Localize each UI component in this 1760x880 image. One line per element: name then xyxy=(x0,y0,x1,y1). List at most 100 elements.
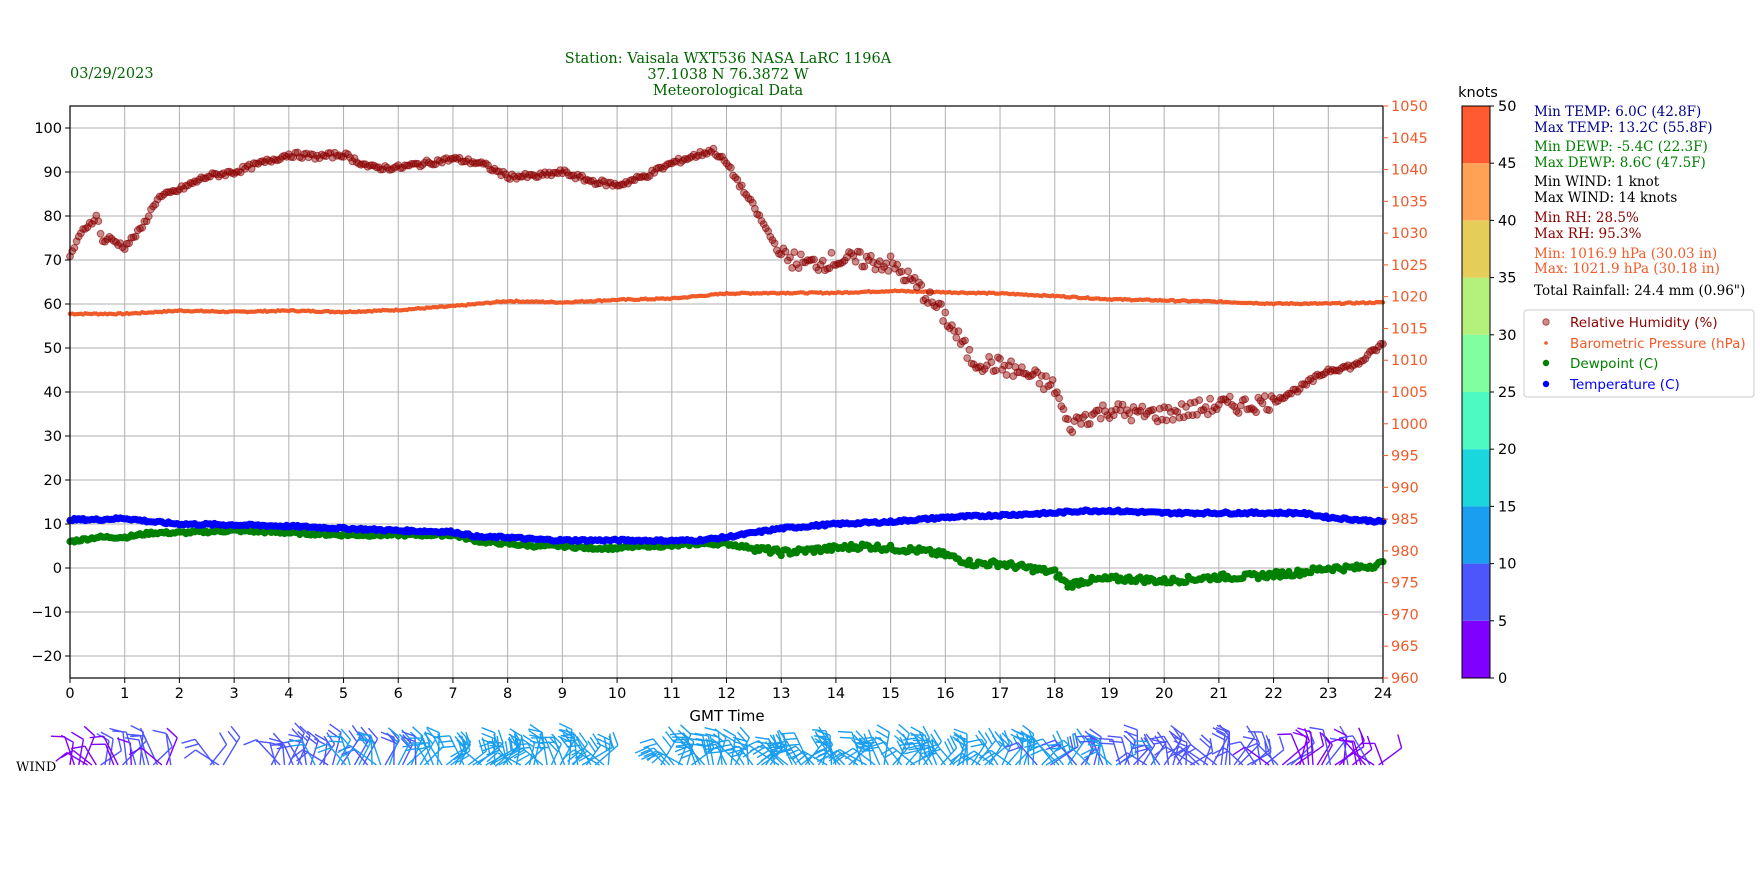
rh-point xyxy=(1055,394,1063,403)
wind-barb xyxy=(722,728,737,766)
x-tick-label: 19 xyxy=(1100,686,1118,702)
rh-point xyxy=(921,294,930,303)
rh-point xyxy=(786,253,794,262)
rh-point xyxy=(941,308,950,317)
y-right-tick-label: 965 xyxy=(1391,639,1419,655)
colorbar-tick-label: 45 xyxy=(1498,156,1516,172)
rh-point xyxy=(737,181,746,190)
stat-max-dewp: Max DEWP: 8.6C (47.5F) xyxy=(1534,155,1706,171)
wind-barb xyxy=(634,746,666,766)
colorbar: 0 5 10 15 20 25 30 35 40 45 50 xyxy=(1461,99,1516,687)
rh-point xyxy=(1265,406,1274,415)
rh-point xyxy=(1118,400,1127,409)
rh-point xyxy=(1234,409,1243,417)
rh-point xyxy=(138,223,147,232)
rh-point xyxy=(952,333,961,342)
rh-point xyxy=(1162,416,1171,425)
chart-title-line1: Station: Vaisala WXT536 NASA LaRC 1196A xyxy=(565,51,892,67)
x-tick-label: 8 xyxy=(503,686,512,702)
x-tick-label: 3 xyxy=(230,686,239,702)
colorbar-segment xyxy=(1462,449,1490,507)
wind-barb xyxy=(1341,751,1375,766)
wind-barb xyxy=(859,736,890,766)
wind-barb xyxy=(828,748,867,766)
y-right-tick-label: 1040 xyxy=(1391,163,1428,179)
wind-barb xyxy=(1339,739,1362,766)
x-tick-label: 17 xyxy=(991,686,1009,702)
rh-point xyxy=(897,267,906,276)
rh-point xyxy=(867,251,875,260)
rh-point xyxy=(816,260,825,269)
rh-point xyxy=(1138,402,1147,411)
chart-title-line2: 37.1038 N 76.3872 W xyxy=(647,67,808,83)
wind-barb xyxy=(669,732,701,766)
axes: 0 1 2 3 4 5 6 7 8 9 10 11 12 13 14 15 16 17 18 19 20 21 22 23 24… xyxy=(31,99,1428,702)
colorbar-segment xyxy=(1462,563,1490,621)
rh-point xyxy=(781,247,790,256)
rh-point xyxy=(827,248,836,257)
legend-label-pressure: Barometric Pressure (hPa) xyxy=(1570,336,1746,352)
wind-barb xyxy=(337,744,377,766)
y-right-tick-label: 1035 xyxy=(1391,194,1428,210)
rh-point xyxy=(733,175,742,184)
rh-point xyxy=(155,192,164,201)
wind-barb xyxy=(305,730,320,766)
wind-barb xyxy=(401,731,417,766)
wind-barb xyxy=(481,727,496,766)
rh-point xyxy=(1361,354,1370,363)
wind-barb xyxy=(902,737,933,766)
colorbar-tick-label: 35 xyxy=(1498,271,1516,287)
rh-point xyxy=(963,354,972,363)
rh-point xyxy=(987,358,996,367)
rh-point xyxy=(140,217,149,226)
wind-barb xyxy=(1360,742,1384,766)
y-left-tick-label: −20 xyxy=(31,649,62,665)
wind-barbs xyxy=(50,722,1403,767)
wind-barb xyxy=(400,734,414,766)
wind-barb xyxy=(60,749,93,766)
y-left-tick-label: 20 xyxy=(44,473,62,489)
stat-rainfall: Total Rainfall: 24.4 mm (0.96") xyxy=(1534,283,1745,299)
plot-area xyxy=(66,144,1387,591)
colorbar-segment xyxy=(1462,392,1490,450)
stat-min-dewp: Min DEWP: -5.4C (22.3F) xyxy=(1534,139,1708,155)
wind-barb xyxy=(409,737,434,766)
wind-barb xyxy=(183,749,220,766)
wind-barb xyxy=(1154,746,1196,766)
rh-point xyxy=(1064,415,1072,424)
colorbar-segment xyxy=(1462,506,1490,564)
wind-barb xyxy=(152,729,172,766)
rh-point xyxy=(92,211,101,220)
y-left-tick-label: 70 xyxy=(44,253,62,269)
x-tick-label: 13 xyxy=(772,686,790,702)
legend-marker-pressure xyxy=(1544,341,1548,345)
rh-point xyxy=(1241,395,1249,404)
rh-point xyxy=(1180,413,1188,422)
rh-point xyxy=(1029,370,1037,379)
wind-barb xyxy=(1297,727,1314,766)
rh-point xyxy=(1081,410,1090,419)
rh-point xyxy=(1195,396,1204,405)
rh-point xyxy=(818,256,827,265)
wind-barb xyxy=(1226,741,1257,766)
rh-point xyxy=(797,250,805,259)
x-tick-label: 21 xyxy=(1210,686,1228,702)
rh-point xyxy=(571,174,580,183)
wind-barb xyxy=(1131,744,1161,766)
colorbar-segment xyxy=(1462,334,1490,392)
y-left-tick-label: 60 xyxy=(44,297,62,313)
y-right-tick-label: 1000 xyxy=(1391,417,1428,433)
wind-barb xyxy=(1115,752,1148,766)
rh-point xyxy=(991,366,1000,375)
rh-point xyxy=(961,336,969,345)
x-tick-label: 14 xyxy=(827,686,845,702)
colorbar-tick-label: 10 xyxy=(1498,557,1516,573)
stat-max-press: Max: 1021.9 hPa (30.18 in) xyxy=(1534,261,1720,277)
rh-point xyxy=(1201,403,1210,411)
wind-barb xyxy=(1107,735,1130,766)
wind-barb xyxy=(962,750,994,766)
stats-panel: Min TEMP: 6.0C (42.8F) Max TEMP: 13.2C (… xyxy=(1534,104,1745,299)
rh-point xyxy=(79,225,87,233)
x-axis-title: GMT Time xyxy=(689,707,764,725)
y-right-tick-label: 1045 xyxy=(1391,131,1428,147)
